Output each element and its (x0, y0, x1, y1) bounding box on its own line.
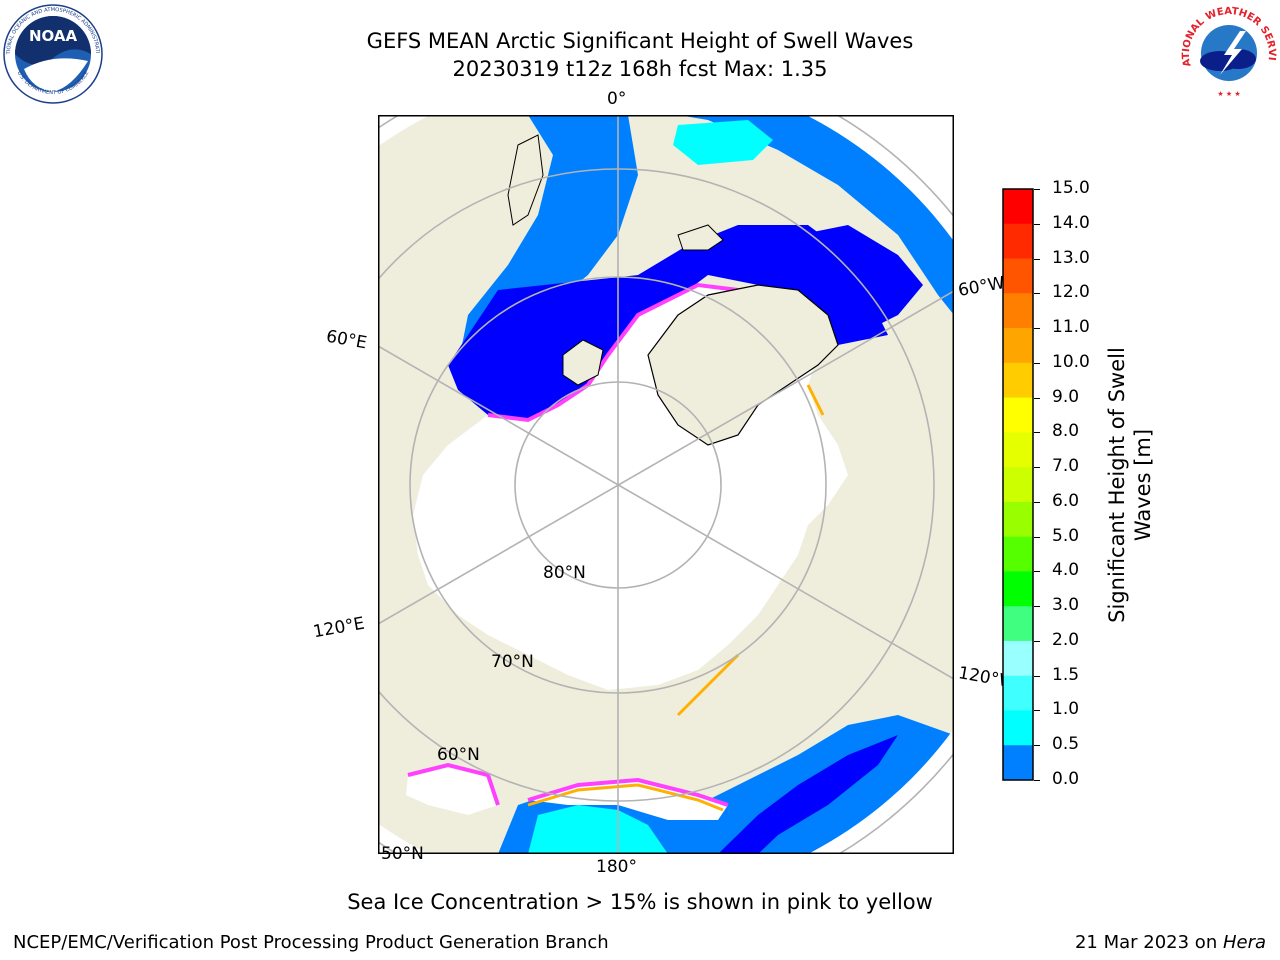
colorbar (1002, 188, 1034, 781)
colorbar-band (1003, 223, 1033, 260)
lat-label-70n: 70°N (491, 652, 534, 672)
greenland (647, 284, 839, 446)
colorbar-tick-label: 4.0 (1052, 560, 1080, 581)
title-line-2: 20230319 t12z 168h fcst Max: 1.35 (452, 57, 828, 81)
sea-ice-note: Sea Ice Concentration > 15% is shown in … (347, 890, 933, 914)
colorbar-tick-mark (1034, 571, 1040, 573)
colorbar-tick-mark (1034, 710, 1040, 712)
colorbar-band (1003, 745, 1033, 781)
colorbar-tick-label: 15.0 (1052, 178, 1090, 198)
meridian-120e-60w (378, 290, 954, 625)
colorbar-band (1003, 397, 1033, 433)
colorbar-band (1003, 293, 1033, 329)
lon-label-0: 0° (607, 89, 627, 109)
title-line-1: GEFS MEAN Arctic Significant Height of S… (366, 29, 914, 53)
colorbar-tick-label: 3.0 (1052, 595, 1080, 616)
colorbar-band (1003, 432, 1033, 468)
footer-date: 21 Mar 2023 on Hera (1075, 932, 1266, 953)
colorbar-band (1003, 536, 1033, 572)
colorbar-tick-mark (1034, 362, 1040, 364)
colorbar-band (1003, 362, 1033, 399)
colorbar-tick-mark (1034, 501, 1040, 503)
colorbar-tick-mark (1034, 258, 1040, 260)
iceland-cyan (673, 120, 773, 165)
map-title: GEFS MEAN Arctic Significant Height of S… (0, 27, 1280, 83)
colorbar-label: Significant Height of Swell Waves [m] (1105, 347, 1155, 623)
colorbar-tick-label: 12.0 (1052, 282, 1090, 303)
colorbar-tick-mark (1034, 223, 1040, 225)
okhotsk-ice (406, 765, 498, 815)
footer-host: Hera (1222, 932, 1266, 953)
polar-map (378, 115, 954, 854)
colorbar-tick-label: 14.0 (1052, 212, 1090, 233)
colorbar-band (1003, 467, 1033, 503)
lat-label-50n: 50°N (381, 844, 424, 864)
colorbar-tick-label: 0.5 (1052, 734, 1080, 755)
colorbar-band (1003, 710, 1033, 746)
colorbar-tick-mark (1034, 536, 1040, 538)
colorbar-tick-mark (1034, 328, 1040, 330)
graticule (378, 115, 954, 854)
novaya-zemlya (507, 134, 544, 226)
lon-label-60e: 60°E (324, 326, 369, 354)
colorbar-tick-label: 9.0 (1052, 386, 1080, 407)
noaa-logo-text: NOAA (29, 27, 78, 45)
colorbar-tick-label: 1.5 (1052, 664, 1080, 685)
lon-label-180: 180° (596, 857, 637, 877)
east-greenland-dark (798, 225, 923, 330)
colorbar-band (1003, 640, 1033, 677)
colorbar-tick-mark (1034, 293, 1040, 295)
colorbar-tick-mark (1034, 397, 1040, 399)
lat-label-80n: 80°N (543, 563, 586, 583)
nws-logo: NATIONAL WEATHER SERVICE ★ ★ ★ (1180, 3, 1277, 99)
colorbar-tick-label: 10.0 (1052, 351, 1090, 372)
colorbar-tick-mark (1034, 189, 1040, 190)
colorbar-tick-label: 2.0 (1052, 629, 1080, 650)
atlantic-swell-region (528, 115, 954, 315)
lon-label-120e: 120°E (311, 613, 367, 643)
colorbar-band (1003, 571, 1033, 607)
colorbar-band (1003, 258, 1033, 294)
colorbar-band (1003, 501, 1033, 538)
colorbar-tick-mark (1034, 606, 1040, 608)
colorbar-tick-label: 11.0 (1052, 317, 1090, 338)
colorbar-band (1003, 675, 1033, 711)
colorbar-tick-label: 7.0 (1052, 456, 1080, 477)
noaa-logo: NOAA NATIONAL OCEANIC AND ATMOSPHERIC AD… (2, 3, 103, 104)
footer-credit: NCEP/EMC/Verification Post Processing Pr… (13, 932, 609, 953)
ice-edge-orange (527, 384, 825, 812)
colorbar-tick-mark (1034, 640, 1040, 642)
ice-edge-pacific (407, 762, 729, 807)
barents-sea (448, 225, 888, 425)
footer-date-text: 21 Mar 2023 on (1074, 932, 1223, 953)
colorbar-tick-label: 5.0 (1052, 525, 1080, 546)
colorbar-tick-mark (1034, 432, 1040, 434)
colorbar-band (1003, 606, 1033, 642)
bering-cyan (528, 805, 668, 854)
lon-label-60w: 60°W (956, 273, 1007, 301)
colorbar-tick-label: 13.0 (1052, 247, 1090, 268)
colorbar-band (1003, 189, 1033, 225)
colorbar-tick-label: 1.0 (1052, 699, 1080, 720)
colorbar-tick-mark (1034, 675, 1040, 677)
svg-text:★ ★ ★: ★ ★ ★ (1217, 90, 1240, 98)
colorbar-tick-label: 8.0 (1052, 421, 1080, 442)
colorbar-tick-label: 0.0 (1052, 769, 1080, 789)
colorbar-tick-label: 6.0 (1052, 490, 1080, 511)
iceland (677, 224, 724, 251)
svalbard (562, 339, 604, 386)
colorbar-tick-mark (1034, 745, 1040, 747)
lat-label-60n: 60°N (437, 745, 480, 765)
colorbar-tick-mark (1034, 467, 1040, 469)
colorbar-tick-mark (1034, 780, 1040, 781)
meridian-60e-120w (378, 345, 954, 680)
bering-dark (718, 735, 898, 854)
colorbar-band (1003, 328, 1033, 364)
